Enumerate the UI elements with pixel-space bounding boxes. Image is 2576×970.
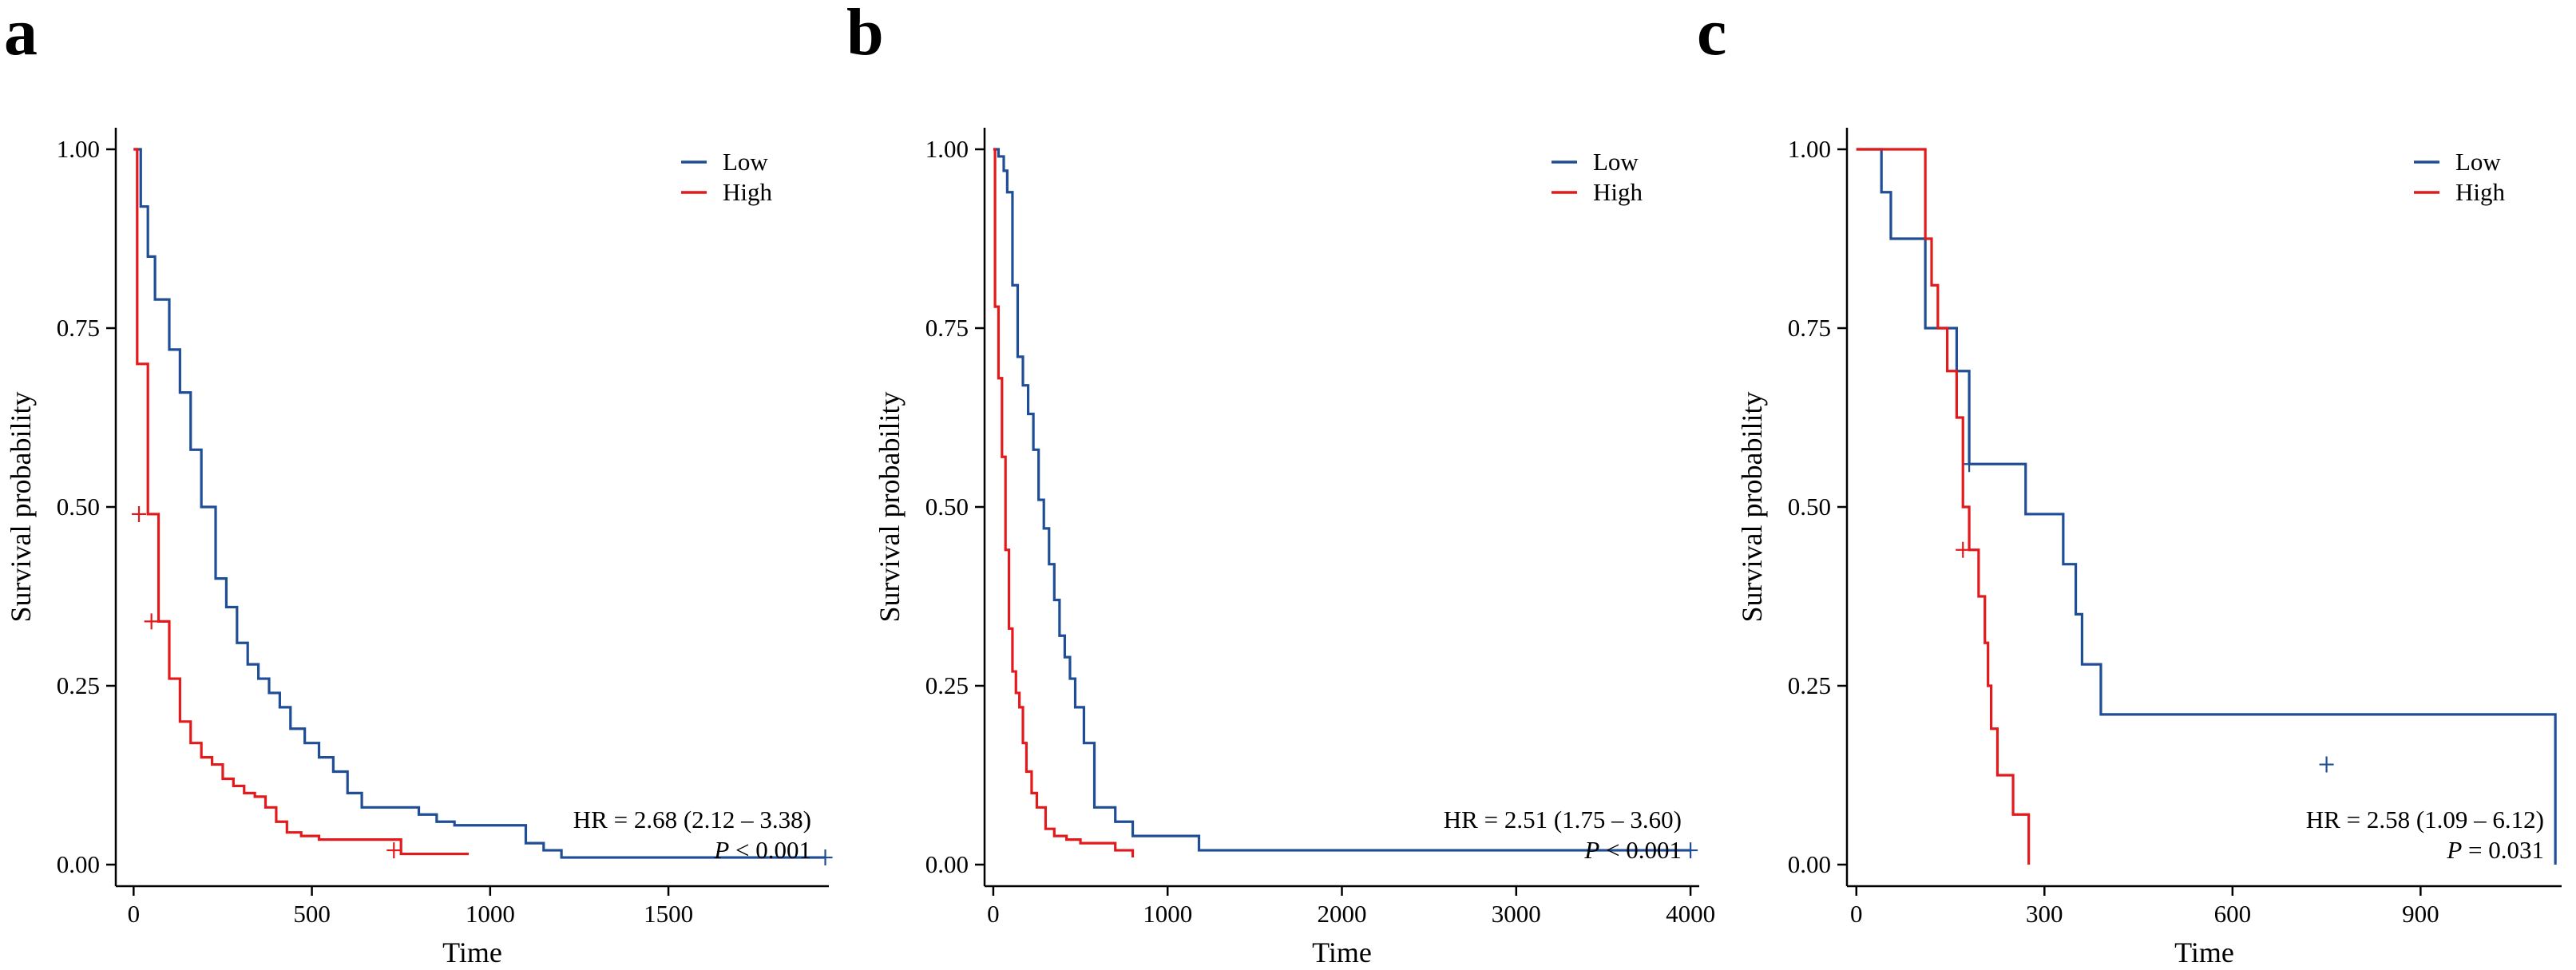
y-tick-label: 1.00 — [1788, 135, 1831, 163]
x-tick-label: 2000 — [1318, 900, 1367, 928]
hazard-ratio-text: HR = 2.51 (1.75 – 3.60) — [1444, 806, 1682, 833]
y-axis-title: Survival probability — [5, 392, 37, 623]
x-tick-label: 300 — [2026, 900, 2063, 928]
km-curve-low — [133, 148, 826, 859]
p-value: = 0.031 — [2462, 836, 2544, 864]
km-curve-high — [1856, 148, 2031, 865]
y-tick-label: 0.00 — [57, 850, 100, 878]
y-tick-label: 0.00 — [1788, 850, 1831, 878]
censor-mark — [386, 842, 402, 859]
x-tick-label: 1000 — [1143, 900, 1192, 928]
panel-a: a 0.00 0.25 0.50 0.75 1.00 0 500 1000 1500 Time Sur… — [4, 0, 833, 968]
x-tick-label: 600 — [2214, 900, 2252, 928]
censor-mark — [2319, 756, 2334, 773]
y-tick-label: 0.75 — [57, 314, 100, 342]
y-tick-label: 0.25 — [57, 671, 100, 699]
y-tick-label: 0.25 — [925, 671, 969, 699]
x-tick-label: 0 — [1850, 900, 1863, 928]
x-tick-label: 4000 — [1666, 900, 1715, 928]
legend-label-low: Low — [2455, 148, 2501, 176]
legend-label-low: Low — [1593, 148, 1639, 176]
p-symbol: P — [713, 836, 729, 864]
legend-label-high: High — [723, 178, 773, 206]
y-tick-label: 0.25 — [1788, 671, 1831, 699]
p-symbol: P — [2446, 836, 2462, 864]
censor-mark — [1683, 842, 1698, 859]
censor-mark — [818, 849, 833, 866]
panel-letter: c — [1697, 0, 1726, 69]
y-tick-label: 1.00 — [925, 135, 969, 163]
panel-b: b 0.00 0.25 0.50 0.75 1.00 0 1000 2000 3000 4000 Ti… — [846, 0, 1715, 968]
x-tick-label: 1000 — [466, 900, 515, 928]
legend-label-low: Low — [723, 148, 768, 176]
panel-c: c 0.00 0.25 0.50 0.75 1.00 0 300 600 900 Time Survi… — [1697, 0, 2562, 968]
panel-letter: a — [4, 0, 38, 69]
p-value: < 0.001 — [1599, 836, 1682, 864]
y-axis-title: Survival probability — [874, 392, 906, 623]
y-tick-label: 0.50 — [57, 493, 100, 521]
p-value: < 0.001 — [729, 836, 811, 864]
censor-mark — [144, 613, 159, 630]
x-axis-title: Time — [442, 936, 502, 968]
km-curve-low — [993, 148, 1691, 852]
hazard-ratio-text: HR = 2.68 (2.12 – 3.38) — [573, 806, 811, 833]
y-tick-label: 0.50 — [1788, 493, 1831, 521]
x-axis-title: Time — [1312, 936, 1372, 968]
p-value-text: P < 0.001 — [713, 836, 811, 864]
y-tick-label: 0.75 — [925, 314, 969, 342]
censor-mark — [132, 505, 147, 522]
y-tick-label: 0.00 — [925, 850, 969, 878]
censor-mark — [1956, 541, 1971, 558]
km-curve-high — [133, 148, 470, 856]
p-value-text: P = 0.031 — [2446, 836, 2544, 864]
x-tick-label: 3000 — [1492, 900, 1541, 928]
x-tick-label: 900 — [2402, 900, 2439, 928]
y-axis-title: Survival probability — [1736, 392, 1768, 623]
p-value-text: P < 0.001 — [1583, 836, 1682, 864]
legend-label-high: High — [2455, 178, 2506, 206]
y-tick-label: 0.50 — [925, 493, 969, 521]
x-tick-label: 1500 — [644, 900, 693, 928]
x-tick-label: 0 — [987, 900, 1000, 928]
legend-label-high: High — [1593, 178, 1643, 206]
km-curve-low — [1856, 148, 2557, 865]
panel-letter: b — [846, 0, 884, 69]
y-tick-label: 0.75 — [1788, 314, 1831, 342]
hazard-ratio-text: HR = 2.58 (1.09 – 6.12) — [2306, 806, 2544, 833]
y-tick-label: 1.00 — [57, 135, 100, 163]
censor-mark — [1962, 456, 1977, 473]
p-symbol: P — [1583, 836, 1599, 864]
km-curve-high — [993, 148, 1135, 858]
x-tick-label: 0 — [128, 900, 141, 928]
x-axis-title: Time — [2174, 936, 2234, 968]
x-tick-label: 500 — [293, 900, 331, 928]
